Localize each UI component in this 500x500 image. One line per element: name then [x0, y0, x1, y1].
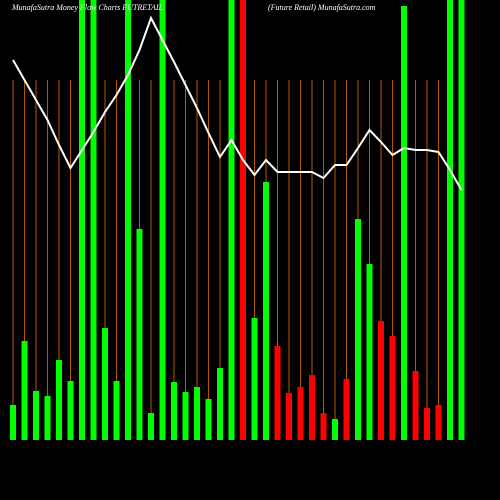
bar: [389, 336, 396, 440]
bar: [274, 346, 281, 440]
bar: [366, 264, 373, 440]
bar: [182, 392, 189, 440]
bar: [10, 405, 16, 440]
bar: [355, 219, 361, 440]
bar: [194, 387, 200, 440]
bar: [251, 318, 258, 440]
bar: [21, 341, 28, 440]
bar: [217, 368, 223, 440]
bar: [171, 382, 177, 440]
bar: [67, 381, 74, 440]
bar: [125, 0, 131, 440]
bar: [343, 379, 350, 440]
bar: [263, 182, 269, 440]
bar: [56, 360, 62, 440]
bar: [332, 419, 338, 440]
bar: [44, 396, 51, 440]
bar: [90, 0, 97, 440]
bar: [435, 405, 442, 440]
bar: [102, 328, 108, 440]
bar: [79, 0, 85, 440]
bar: [424, 408, 430, 440]
bar: [136, 229, 143, 440]
bar: [447, 0, 453, 440]
bar: [458, 0, 465, 440]
bar: [159, 0, 166, 440]
plot: [10, 0, 465, 440]
chart-title: MunafaSutra Money Flow Charts FUTRETAIL: [11, 3, 164, 12]
bar: [412, 371, 419, 440]
bar: [205, 399, 212, 440]
bar: [33, 391, 39, 440]
bar: [113, 381, 120, 440]
bar: [378, 321, 384, 440]
bar: [228, 0, 235, 440]
bar: [297, 387, 304, 440]
bar: [240, 0, 246, 440]
line: [12, 15, 463, 191]
bar: [309, 375, 315, 440]
bar: [148, 413, 154, 440]
bar: [401, 6, 407, 440]
chart-subtitle: (Future Retail) MunafaSutra.com: [268, 3, 376, 12]
bar: [286, 393, 292, 440]
bar: [320, 413, 327, 440]
